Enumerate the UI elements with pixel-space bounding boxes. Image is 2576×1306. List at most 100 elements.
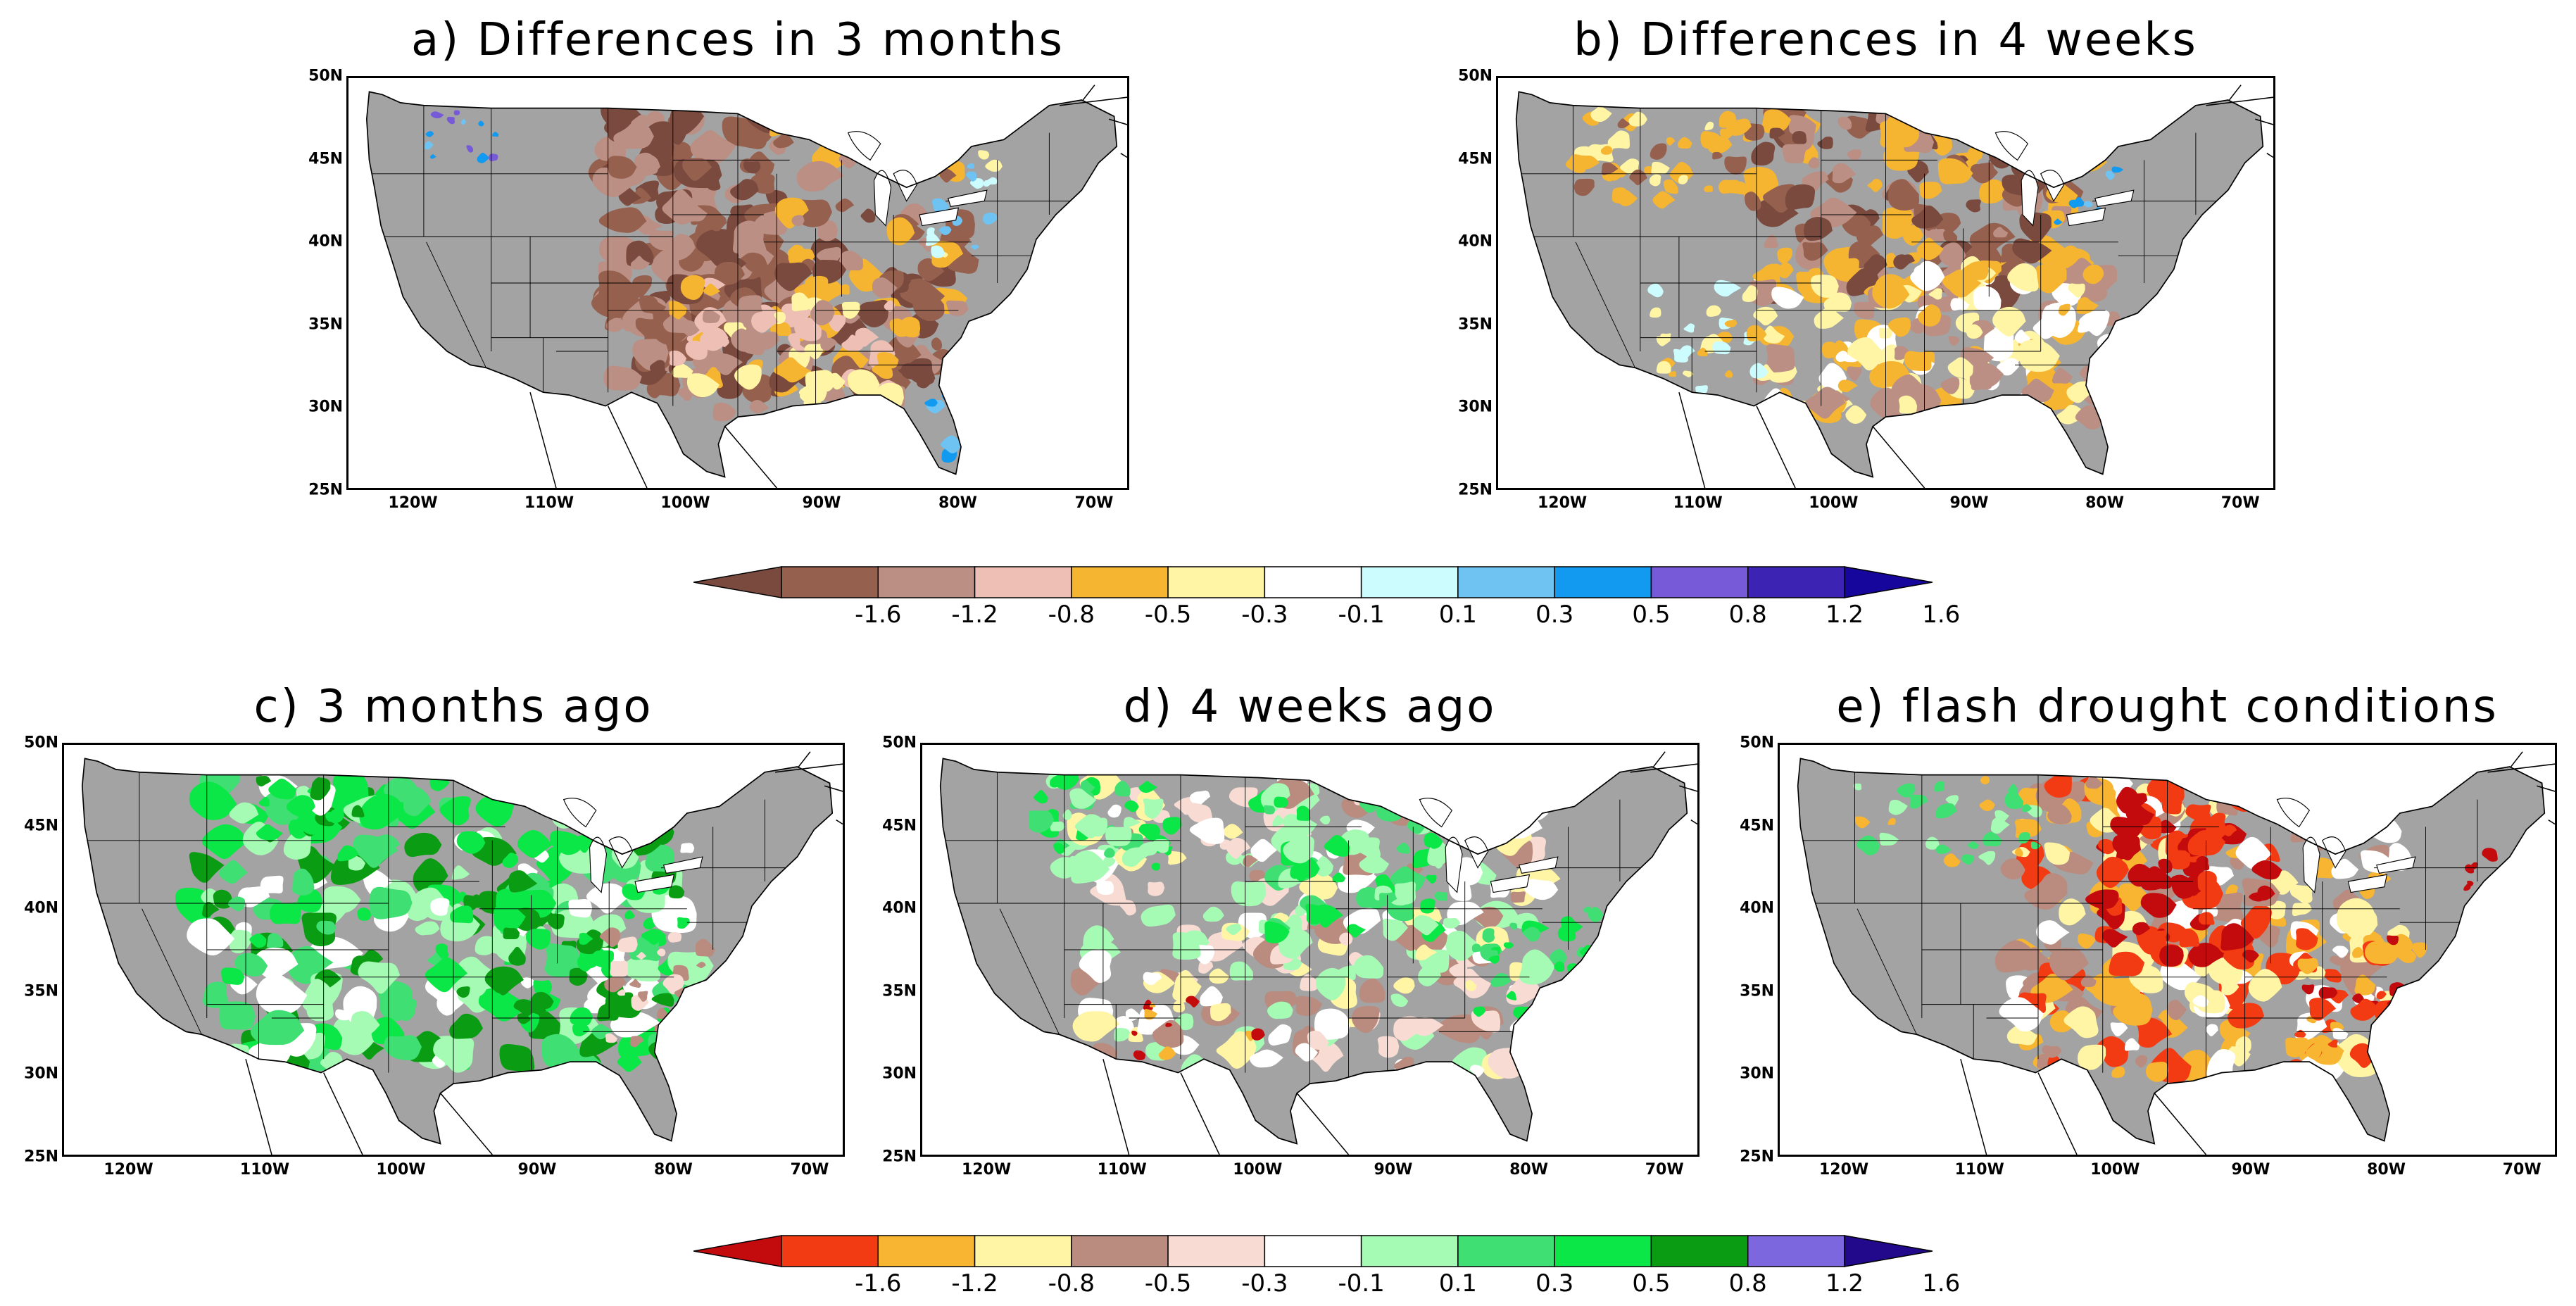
anomaly-patch [1934,781,1945,792]
anomaly-patch [1268,1024,1292,1046]
anomaly-patch [662,974,684,995]
anomaly-patch [425,957,468,993]
anomaly-patch [1999,997,2044,1032]
anomaly-patch [791,215,805,226]
anomaly-patch [1744,191,1761,211]
anomaly-patch [1561,916,1583,934]
anomaly-patch [1994,940,2040,973]
anomaly-patch [378,981,413,1022]
canada-coast [2487,751,2555,825]
anomaly-patch [430,111,444,119]
anomaly-patch [1250,839,1277,862]
anomaly-patch [2112,834,2140,861]
anomaly-patch [597,270,635,304]
anomaly-patch [415,921,440,936]
anomaly-patch [1475,767,1516,804]
anomaly-patch [359,793,406,830]
anomaly-patch [2337,800,2363,823]
anomaly-patch [2068,199,2080,208]
anomaly-patch [1149,1003,1156,1007]
anomaly-patch [1910,260,1945,291]
anomaly-patch [539,783,567,807]
anomaly-patch [2080,974,2097,988]
lon-tick-label: 100W [660,494,710,512]
anomaly-patch [1730,181,1747,195]
anomaly-patch [2040,154,2061,171]
colorbar-label: 0.3 [1535,601,1574,629]
anomaly-patch [1069,788,1097,809]
lon-tick-label: 120W [103,1161,153,1179]
anomaly-patch [1210,1003,1231,1022]
anomaly-patch [466,145,474,153]
anomaly-patch [1300,974,1321,991]
great-lake [893,170,917,202]
anomaly-patch [1832,163,1856,184]
anomaly-patch [439,796,471,826]
state-border [999,908,1060,1035]
anomaly-patch [2372,1025,2388,1046]
anomaly-patch [635,180,659,202]
colorbar-label: -1.2 [951,1269,998,1298]
anomaly-patch [2278,1059,2313,1088]
anomaly-patch [817,108,855,145]
anomaly-patch [533,980,553,996]
anomaly-patch [384,1035,422,1060]
anomaly-patch [1231,881,1267,907]
anomaly-patch [629,979,641,988]
anomaly-patch [2036,157,2051,169]
anomaly-patch [1652,191,1676,209]
lon-tick-label: 70W [790,1161,829,1179]
colorbar-label: -0.1 [1338,1269,1385,1298]
anomaly-patch [1296,805,1311,821]
anomaly-patch [2482,848,2498,862]
great-lake [608,836,633,869]
anomaly-patch [1909,794,1928,809]
anomaly-patch [2052,368,2073,384]
us-map [939,751,1697,1155]
anomaly-patch [1771,287,1804,309]
anomaly-patch [657,948,666,957]
anomaly-patch [1243,855,1258,867]
lat-tick-label: 35N [308,315,344,334]
anomaly-patch [1993,227,2009,238]
map-frame [1778,743,2557,1157]
anomaly-patch [1319,815,1331,824]
anomaly-patch [847,369,880,396]
anomaly-patch [1935,803,1957,819]
anomaly-patch [2035,263,2067,294]
anomaly-patch [520,977,536,988]
anomaly-patch [1353,955,1384,979]
anomaly-patch [965,171,974,178]
anomaly-patch [810,300,835,326]
state-border [1856,908,1917,1035]
anomaly-patch [1804,387,1846,419]
anomaly-patch [1673,349,1689,363]
lat-tick-label: 35N [24,982,59,1000]
lon-tick-label: 120W [1818,1161,1869,1179]
anomaly-patch [1524,879,1559,900]
state-border [426,241,486,368]
anomaly-patch [2145,1062,2168,1082]
us-map [81,751,843,1155]
anomaly-patch [1305,903,1336,925]
anomaly-patch [1853,783,1862,791]
anomaly-patch [893,142,912,157]
colorbar-label: 1.6 [1922,601,1961,629]
anomaly-patch [1503,942,1514,949]
anomaly-patch [2251,860,2282,880]
anomaly-patch [477,152,490,163]
anomaly-patch [1229,961,1254,981]
anomaly-patch [1607,130,1630,149]
anomaly-patch [1158,1046,1176,1060]
anomaly-patch [860,406,870,415]
anomaly-patch [1854,816,1871,829]
anomaly-patch [572,1024,590,1037]
anomaly-patch [870,112,892,130]
anomaly-patch [1663,179,1678,194]
anomaly-patch [460,118,467,125]
anomaly-patch [2044,842,2071,865]
anomaly-patch [978,150,990,160]
anomaly-patch [712,261,746,286]
anomaly-patch [1973,286,2002,311]
anomaly-patch [1970,164,1999,184]
